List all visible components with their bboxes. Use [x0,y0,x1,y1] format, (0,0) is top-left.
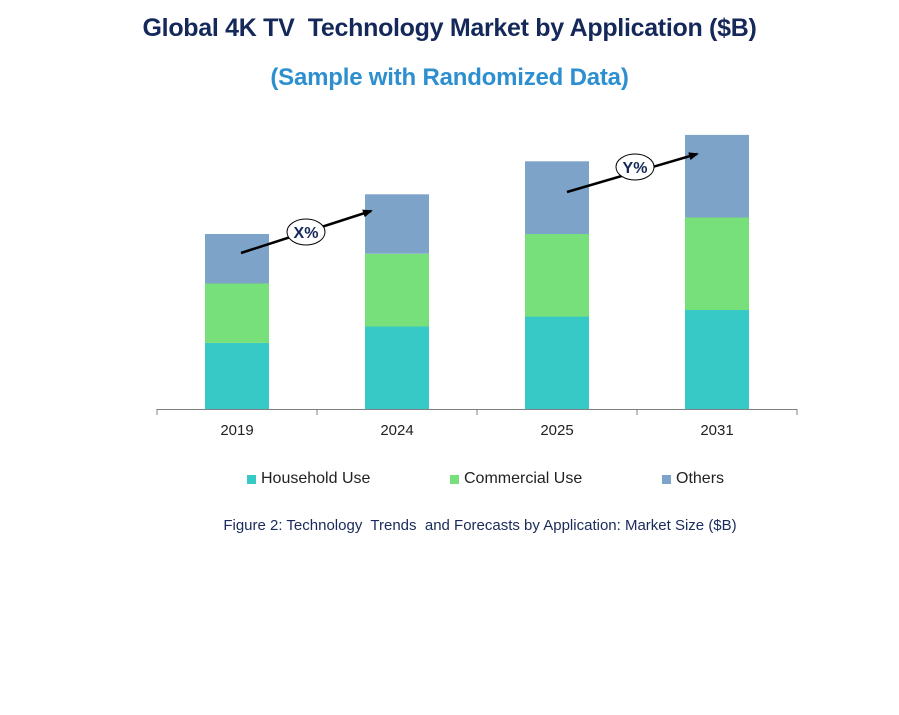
x-tick-label-2025: 2025 [540,422,573,439]
x-tick-label-2019: 2019 [220,422,253,439]
growth-arrow-1: X% [240,209,373,255]
bar-others-2024 [365,194,429,254]
legend-item-household: Household Use [247,470,370,488]
growth-label-2: Y% [623,160,648,177]
legend-swatch-others [662,474,671,484]
x-axis-tick-labels: 2019 2024 2025 2031 [220,422,733,439]
figure-caption: Figure 2: Technology Trends and Forecast… [223,517,737,534]
bar-household-2025 [525,316,589,409]
legend-label-commercial: Commercial Use [464,470,583,487]
growth-label-2-bubble [615,153,655,181]
bar-others-2031 [685,134,749,218]
chart-subtitle: (Sample with Randomized Data) [270,64,629,91]
x-axis [156,409,798,415]
growth-label-1-bubble [286,218,326,246]
growth-label-1: X% [294,225,319,242]
legend-item-others: Others [662,470,724,488]
growth-arrow-2: Y% [566,152,699,194]
legend-swatch-commercial [450,474,459,484]
legend-label-others: Others [676,470,725,487]
bar-commercial-2024 [365,253,429,327]
legend-item-commercial: Commercial Use [450,470,582,488]
bar-group [205,134,749,409]
bar-commercial-2031 [685,217,749,310]
bar-others-2025 [525,161,589,234]
bar-others-2019 [205,234,269,284]
chart-title: Global 4K TV Technology Market by Applic… [142,14,757,42]
x-tick-label-2024: 2024 [380,422,413,439]
bar-household-2019 [205,343,269,409]
bar-commercial-2025 [525,234,589,317]
legend-swatch-household [247,474,256,484]
bar-commercial-2019 [205,283,269,343]
bar-household-2031 [685,309,749,409]
chart-legend: Household Use Commercial Use Others [0,470,899,490]
bar-household-2024 [365,326,429,409]
legend-label-household: Household Use [261,470,371,487]
stacked-bar-chart: 2019 2024 2025 2031 X% Y% [156,134,798,439]
x-tick-label-2031: 2031 [700,422,733,439]
